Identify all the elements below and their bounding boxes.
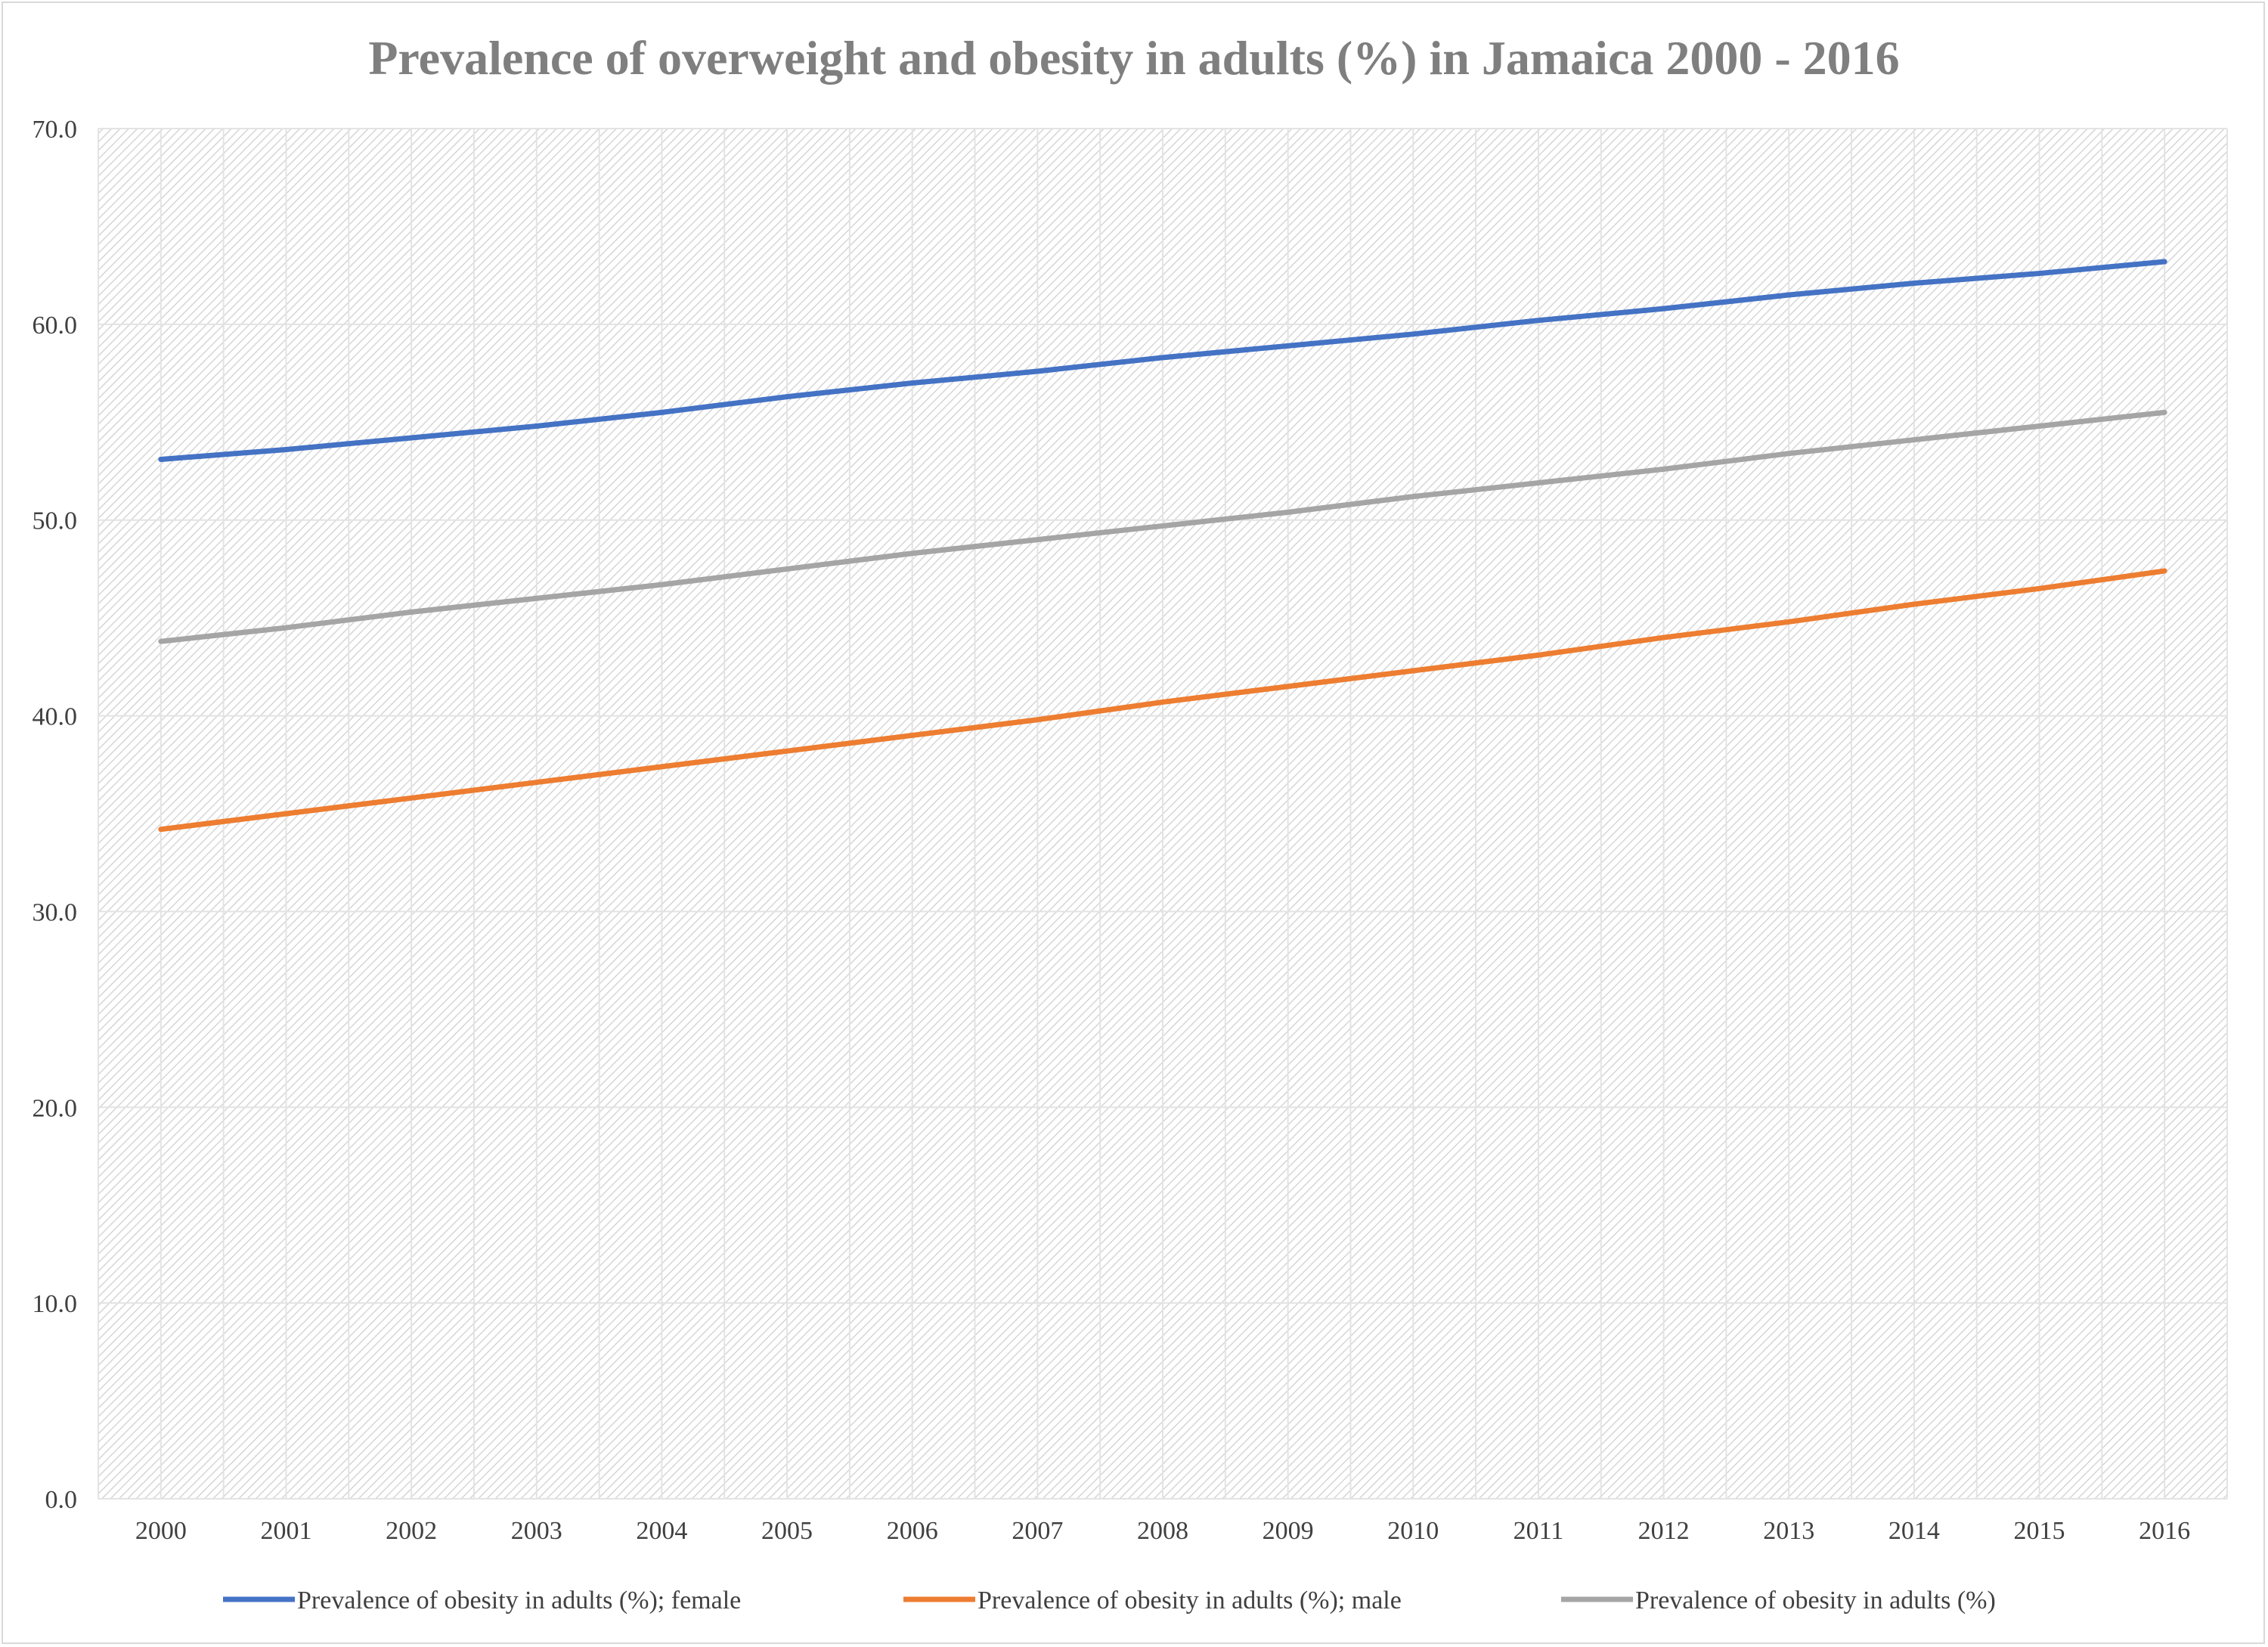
y-tick-label: 0.0 (45, 1486, 78, 1514)
x-tick-label: 2009 (1263, 1517, 1314, 1545)
x-tick-label: 2012 (1638, 1517, 1690, 1545)
y-axis: 0.0 10.0 20.0 30.0 40.0 50.0 60.0 70.0 (33, 116, 78, 1514)
x-tick-label: 2010 (1387, 1517, 1439, 1545)
gridlines (98, 128, 2228, 1500)
x-tick-label: 2001 (260, 1517, 311, 1545)
legend-label-2: Prevalence of obesity in adults (%) (1635, 1587, 1996, 1614)
legend-label-1: Prevalence of obesity in adults (%); mal… (978, 1587, 1402, 1614)
x-tick-label: 2006 (887, 1517, 938, 1545)
y-tick-label: 20.0 (33, 1094, 78, 1122)
x-tick-label: 2016 (2139, 1517, 2190, 1545)
y-tick-label: 30.0 (33, 898, 78, 926)
legend: Prevalence of obesity in adults (%); fem… (223, 1587, 1996, 1614)
y-tick-label: 60.0 (33, 312, 78, 340)
x-tick-label: 2004 (636, 1517, 687, 1545)
legend-label-0: Prevalence of obesity in adults (%); fem… (297, 1587, 741, 1614)
x-tick-label: 2007 (1012, 1517, 1063, 1545)
y-tick-label: 50.0 (33, 507, 78, 535)
x-tick-label: 2014 (1888, 1517, 1940, 1545)
y-tick-label: 40.0 (33, 703, 78, 731)
x-tick-label: 2000 (135, 1517, 187, 1545)
series-lines (158, 259, 2167, 833)
x-tick-label: 2002 (386, 1517, 437, 1545)
x-tick-label: 2008 (1137, 1517, 1188, 1545)
x-tick-label: 2013 (1763, 1517, 1814, 1545)
x-tick-label: 2011 (1514, 1517, 1564, 1545)
y-tick-label: 10.0 (33, 1290, 78, 1318)
x-tick-label: 2015 (2014, 1517, 2065, 1545)
y-tick-label: 70.0 (33, 116, 78, 144)
chart-title: Prevalence of overweight and obesity in … (368, 31, 1899, 85)
x-tick-label: 2003 (511, 1517, 562, 1545)
x-tick-label: 2005 (761, 1517, 813, 1545)
x-axis: 2000 2001 2002 2003 2004 2005 2006 2007 2008 2009… (135, 1517, 2190, 1545)
